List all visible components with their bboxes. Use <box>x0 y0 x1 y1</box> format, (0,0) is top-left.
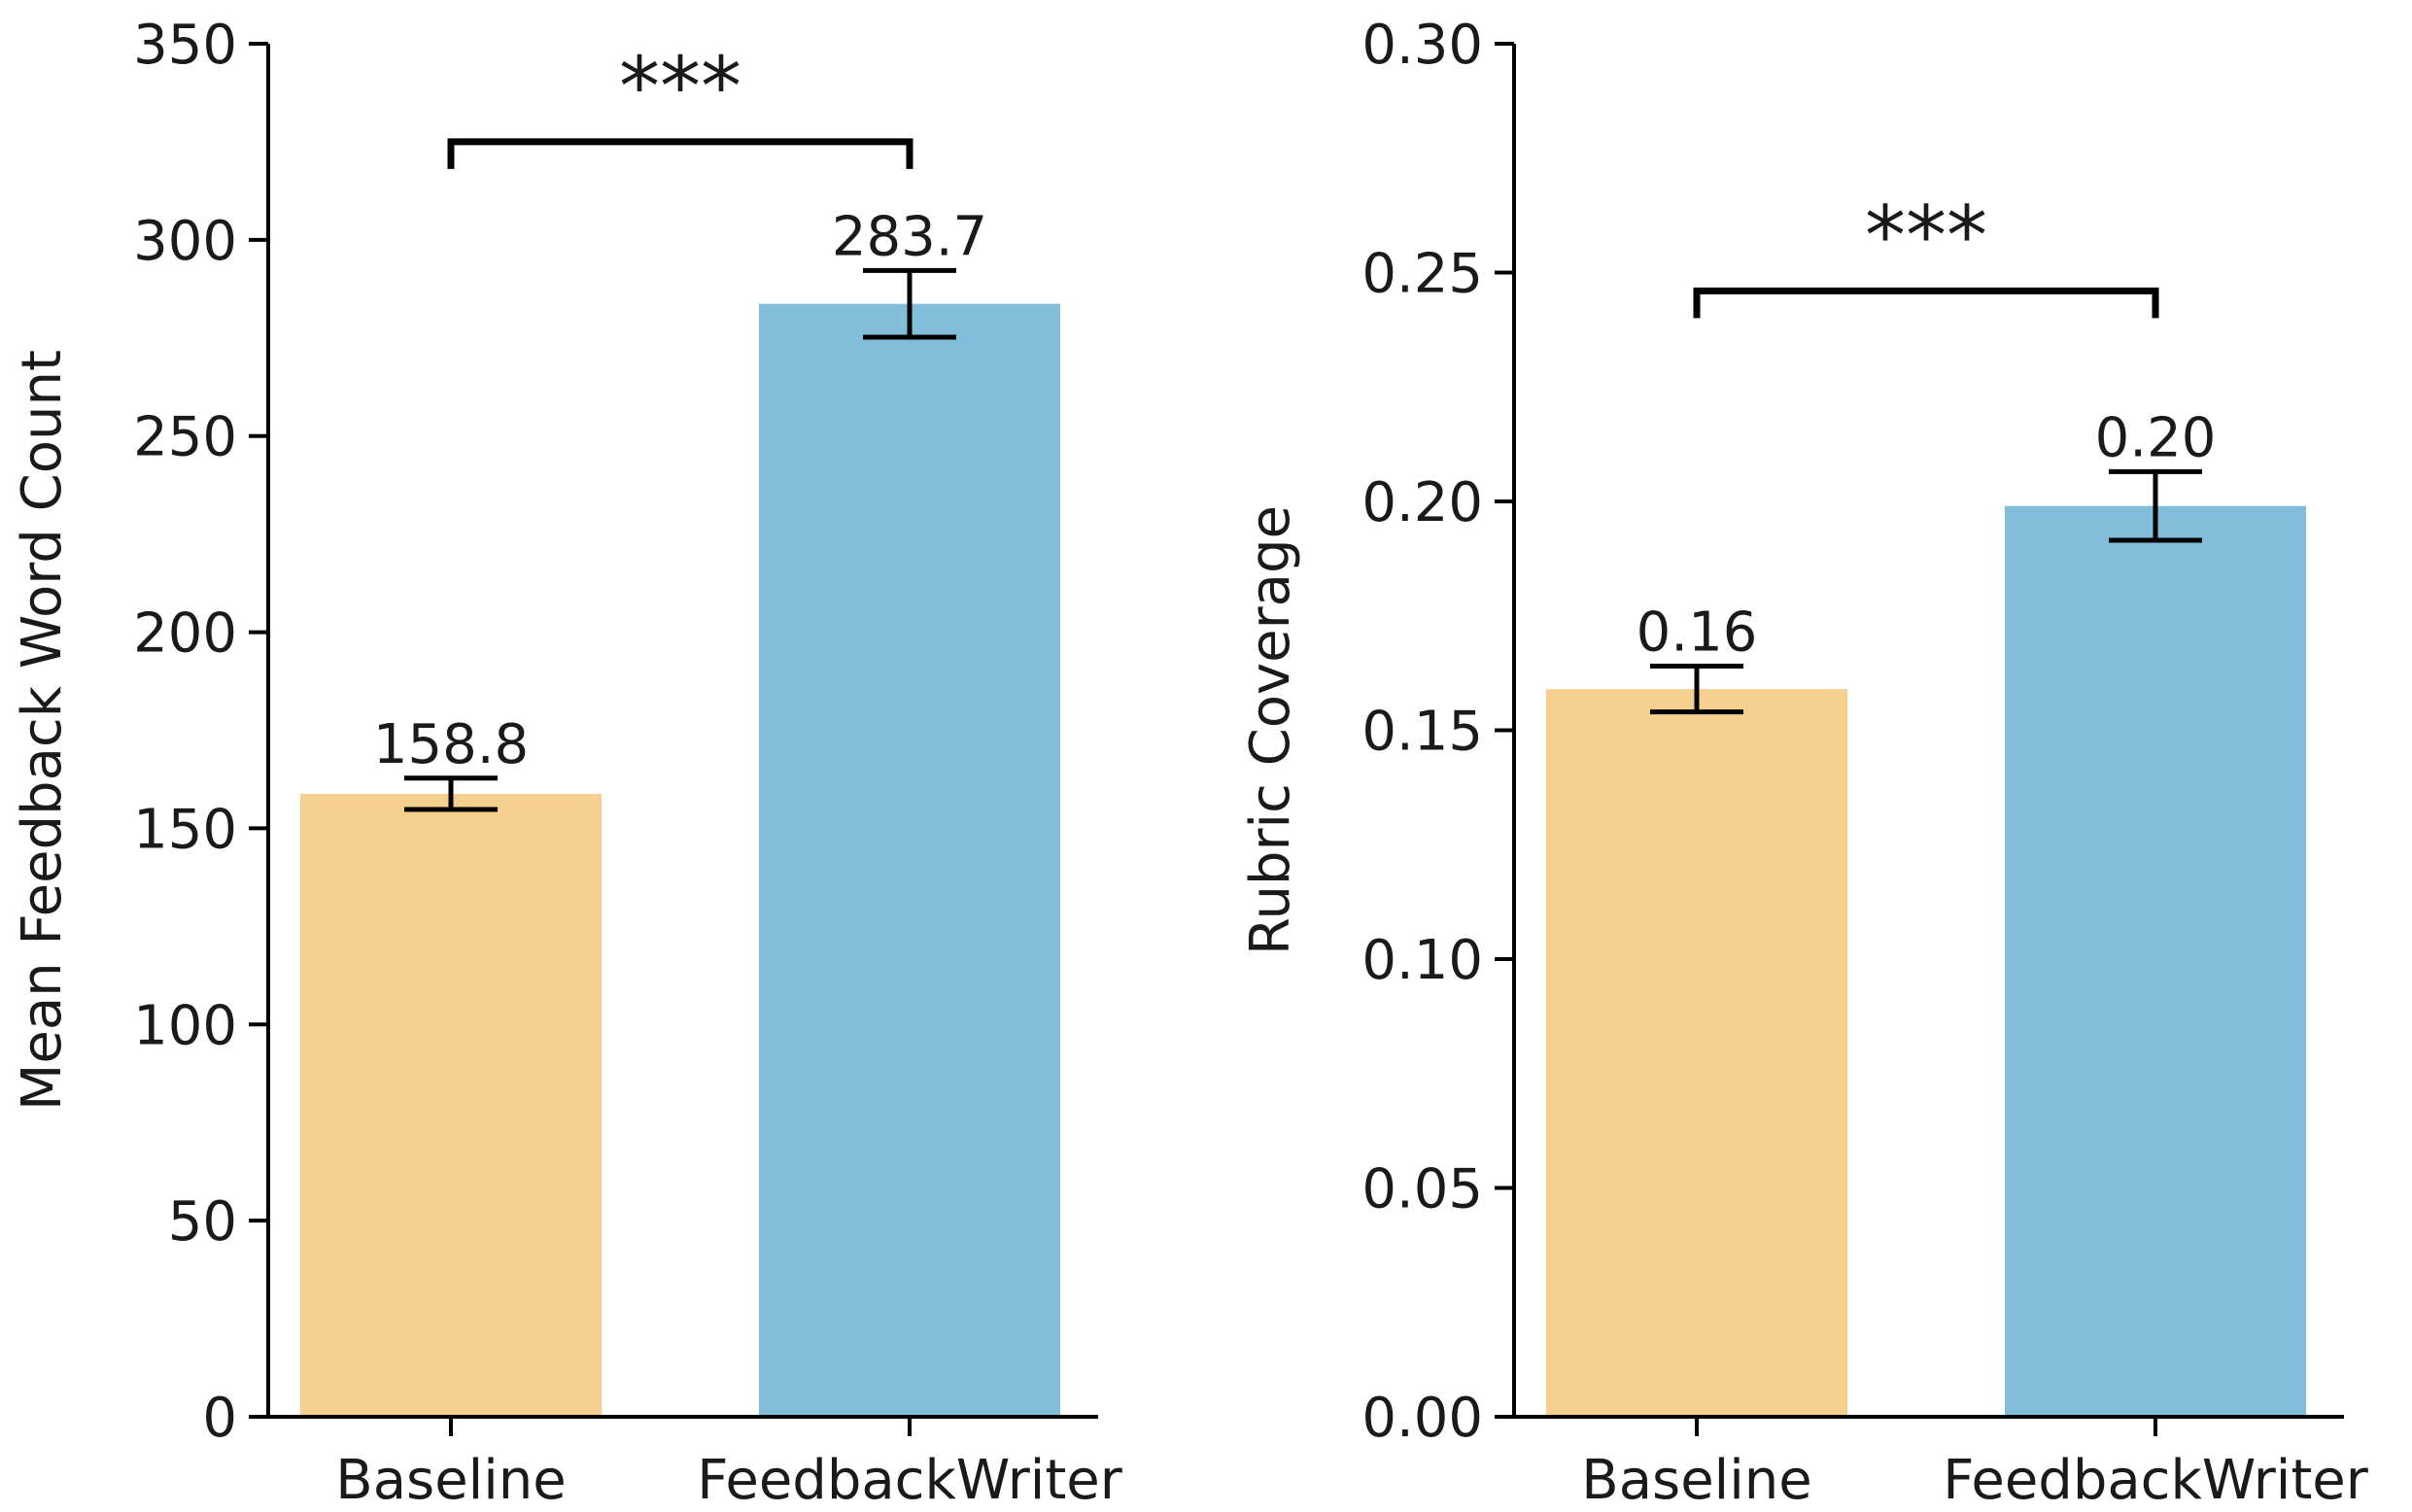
chart-word-count: 158.8 283.7 *** 0 50 100 150 200 250 300 350 Baseli… <box>11 14 1123 1512</box>
chart1-significance-label: *** <box>1865 188 1987 283</box>
chart0-error-bar-baseline <box>404 775 498 812</box>
chart1-x-tick-label-baseline: Baseline <box>1581 1449 1811 1512</box>
chart0-significance-bracket <box>447 138 913 169</box>
chart1-y-axis-title: Rubric Coverage <box>1239 505 1302 955</box>
chart0-y-tick-label: 150 <box>133 798 237 861</box>
chart0-y-tick-label: 0 <box>202 1387 237 1450</box>
chart1-y-tick-label: 0.20 <box>1361 471 1483 534</box>
chart0-significance-label: *** <box>619 39 741 134</box>
chart1-x-tick-label-feedbackwriter: FeedbackWriter <box>1943 1449 2369 1512</box>
chart1-error-bar-baseline <box>1650 664 1743 715</box>
chart1-y-tick-label: 0.25 <box>1361 243 1483 306</box>
chart1-y-tick-label: 0.15 <box>1361 701 1483 764</box>
chart0-y-tick-label: 100 <box>133 994 237 1057</box>
chart0-error-bar-feedbackwriter <box>863 267 956 340</box>
chart1-data-label-feedbackwriter: 0.20 <box>2095 406 2217 469</box>
chart0-data-label-baseline: 158.8 <box>373 713 529 776</box>
chart0-y-axis-title: Mean Feedback Word Count <box>11 350 74 1111</box>
chart0-y-tick-label: 250 <box>133 406 237 469</box>
chart1-data-label-baseline: 0.16 <box>1637 601 1758 665</box>
chart0-y-tick-label: 50 <box>168 1190 237 1254</box>
chart1-y-tick-label: 0.10 <box>1361 929 1483 992</box>
chart0-data-label-feedbackwriter: 283.7 <box>832 205 987 268</box>
chart0-bar-baseline <box>300 793 602 1417</box>
chart1-bar-baseline <box>1546 689 1847 1417</box>
chart0-x-tick-label-feedbackwriter: FeedbackWriter <box>697 1449 1123 1512</box>
chart1-error-bar-feedbackwriter <box>2109 468 2202 543</box>
chart1-y-tick-label: 0.05 <box>1361 1158 1483 1221</box>
chart0-x-tick-label-baseline: Baseline <box>335 1449 566 1512</box>
chart0-y-tick-label: 300 <box>133 210 237 273</box>
chart0-bar-feedbackwriter <box>759 303 1060 1417</box>
chart1-bar-feedbackwriter <box>2005 505 2306 1417</box>
chart1-significance-bracket <box>1693 287 2159 319</box>
chart1-y-tick-label: 0.30 <box>1361 14 1483 77</box>
chart1-y-tick-label: 0.00 <box>1361 1387 1483 1450</box>
chart0-y-tick-label: 350 <box>133 14 237 77</box>
chart0-y-tick-label: 200 <box>133 602 237 666</box>
chart-rubric-coverage: 0.16 0.20 *** 0.00 0.05 0.10 0.15 0.20 0.25 0.30 B… <box>1239 14 2369 1512</box>
